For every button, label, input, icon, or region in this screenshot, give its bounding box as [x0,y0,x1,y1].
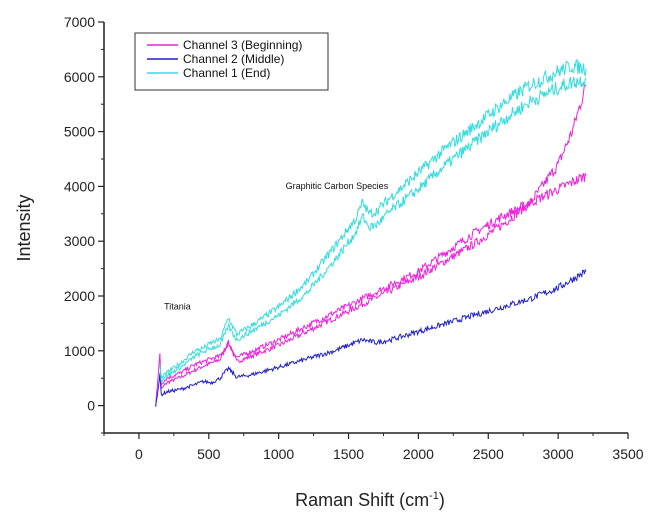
x-tick-label: 3500 [612,446,643,462]
y-axis-title: Intensity [14,194,34,261]
series-line [155,84,587,408]
y-tick-label: 3000 [64,233,95,249]
legend-items: Channel 3 (Beginning)Channel 2 (Middle)C… [147,38,302,80]
x-tick-label: 2500 [473,446,504,462]
series-line [159,173,587,385]
x-tick-label: 1500 [333,446,364,462]
legend: Channel 3 (Beginning)Channel 2 (Middle)C… [134,32,329,91]
series-line [155,268,587,406]
y-tick-label: 0 [87,398,95,414]
x-axis-title-main: Raman Shift (cm [295,490,429,510]
x-axis-title-superscript: -1 [429,490,439,502]
plot-series-group [155,59,587,408]
chart-annotation: Titania [164,302,191,312]
x-axis-title: Raman Shift (cm-1) [295,490,445,510]
y-axis-ticks: 0 1000 2000 3000 4000 5000 6000 7000 [64,14,104,434]
series-line [159,59,587,380]
y-tick-label: 7000 [64,14,95,30]
x-tick-label: 2000 [403,446,434,462]
x-tick-label: 500 [197,446,221,462]
chart-annotations: Titania Graphitic Carbon Species [164,181,389,312]
legend-box [134,32,329,91]
legend-label: Channel 2 (Middle) [183,52,284,66]
legend-label: Channel 1 (End) [183,66,270,80]
chart-annotation: Graphitic Carbon Species [286,181,389,191]
x-tick-label: 3000 [543,446,574,462]
y-tick-label: 5000 [64,124,95,140]
legend-label: Channel 3 (Beginning) [183,38,302,52]
x-tick-label: 0 [135,446,143,462]
y-tick-label: 6000 [64,69,95,85]
x-axis-ticks: 0 500 1000 1500 2000 2500 3000 3500 [103,433,644,462]
x-tick-label: 1000 [263,446,294,462]
x-axis-title-close: ) [439,490,445,510]
y-tick-label: 4000 [64,178,95,194]
y-tick-label: 1000 [64,343,95,359]
series-line [159,76,587,383]
y-tick-label: 2000 [64,288,95,304]
